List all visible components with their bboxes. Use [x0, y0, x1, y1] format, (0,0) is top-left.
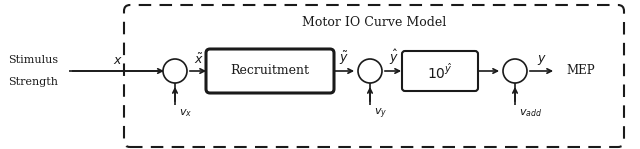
Text: $10^{\hat{y}}$: $10^{\hat{y}}$ — [427, 61, 453, 81]
Circle shape — [503, 59, 527, 83]
Circle shape — [358, 59, 382, 83]
Text: Strength: Strength — [8, 77, 58, 87]
Text: $\tilde{y}$: $\tilde{y}$ — [339, 50, 349, 67]
Text: $v_{add}$: $v_{add}$ — [519, 107, 542, 119]
Circle shape — [163, 59, 187, 83]
Text: Motor IO Curve Model: Motor IO Curve Model — [302, 16, 446, 29]
FancyBboxPatch shape — [402, 51, 478, 91]
Text: $x$: $x$ — [113, 54, 122, 67]
Text: $v_x$: $v_x$ — [179, 107, 192, 119]
Text: $\tilde{x}$: $\tilde{x}$ — [193, 53, 204, 67]
Text: $y$: $y$ — [536, 53, 547, 67]
Text: Stimulus: Stimulus — [8, 55, 58, 65]
Text: MEP: MEP — [566, 65, 595, 77]
Text: $v_y$: $v_y$ — [374, 107, 387, 121]
FancyBboxPatch shape — [206, 49, 334, 93]
Text: Recruitment: Recruitment — [230, 65, 310, 77]
Text: $\hat{y}$: $\hat{y}$ — [388, 48, 399, 67]
